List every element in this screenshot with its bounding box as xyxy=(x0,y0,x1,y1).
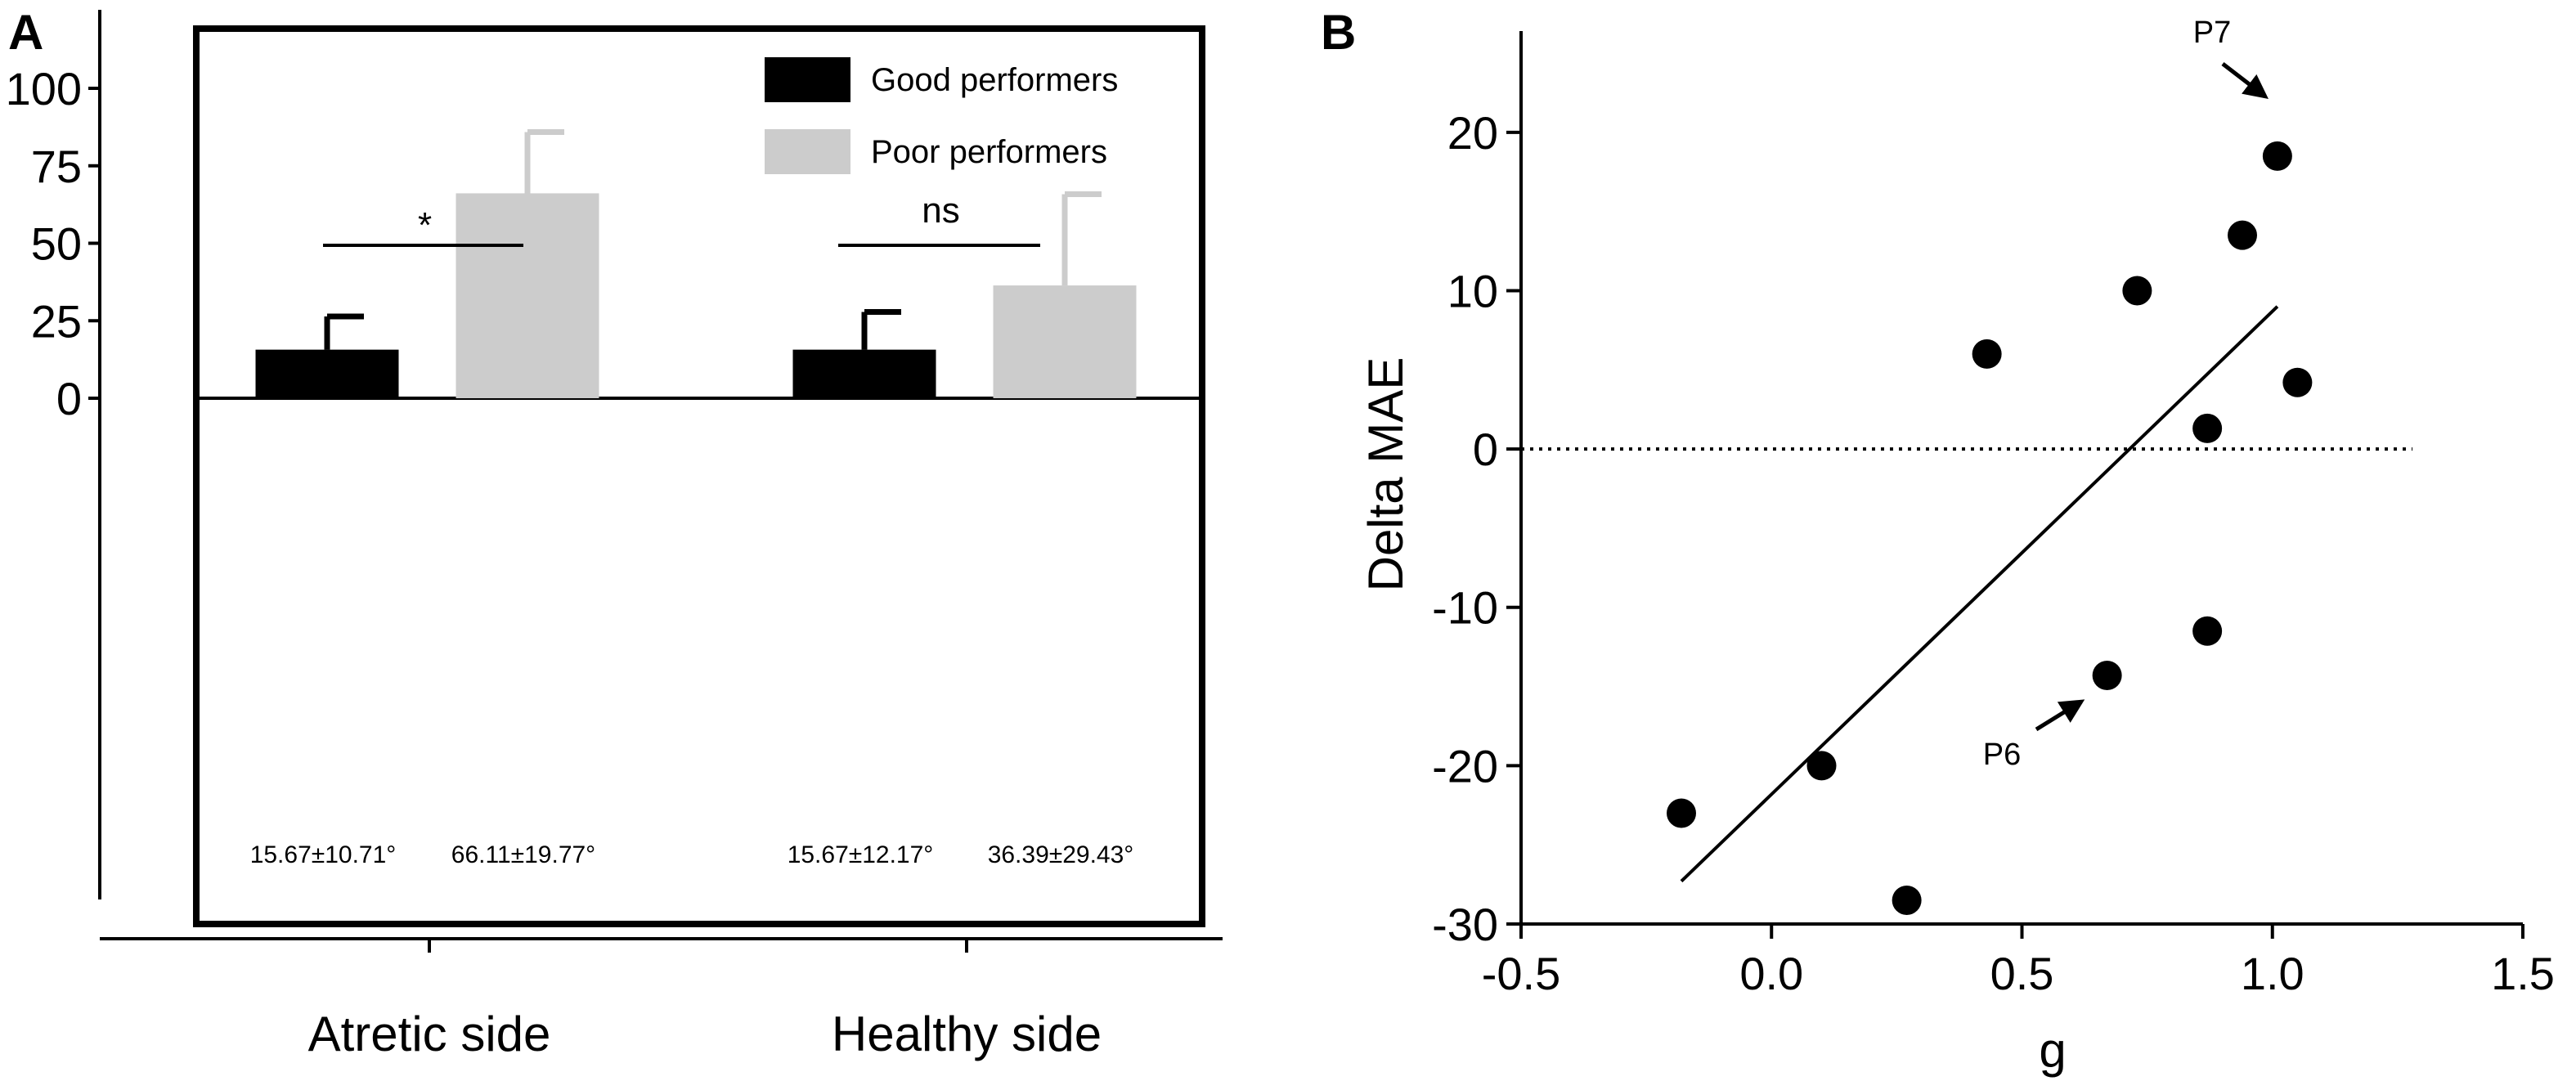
scatter-point xyxy=(1806,751,1837,781)
y-tick-label: 0 xyxy=(56,373,82,424)
category-label: Atretic side xyxy=(308,1007,551,1061)
panel-b: B -30 -20 -10 0 10 20 -0.5 0.0 0.5 1.0 1.5 g Delta M… xyxy=(1321,5,2555,1078)
bar-value-label: 66.11±19.77° xyxy=(451,841,595,868)
y-axis-title: Delta MAE xyxy=(1358,357,1413,592)
scatter-point xyxy=(2192,616,2223,646)
scatter-point xyxy=(2122,276,2152,306)
y-tick-label: -10 xyxy=(1432,582,1498,634)
y-tick-label: -30 xyxy=(1432,899,1498,950)
legend-label: Poor performers xyxy=(871,134,1107,170)
x-axis-title: g xyxy=(2039,1023,2066,1078)
bar xyxy=(993,285,1137,398)
y-tick-label: 25 xyxy=(31,295,82,347)
x-tick-label: 1.0 xyxy=(2241,948,2304,999)
y-tick-label: 10 xyxy=(1447,265,1498,316)
scatter-point xyxy=(1972,339,2002,369)
y-tick-label: 20 xyxy=(1447,107,1498,159)
panel-a: A 0 25 50 75 100 Atretic side Healthy side 15… xyxy=(6,5,1223,1061)
panel-b-annotations: P7 P6 xyxy=(1983,16,2269,772)
scatter-point xyxy=(2262,141,2292,171)
x-tick-label: 0.5 xyxy=(1990,948,2054,999)
scatter-point xyxy=(2092,660,2122,690)
bar-value-label: 15.67±10.71° xyxy=(250,841,397,868)
panel-b-points xyxy=(1667,141,2313,915)
panel-a-x-axis: Atretic side Healthy side xyxy=(100,937,1223,1061)
significance-label: * xyxy=(418,205,432,245)
y-tick-label: 75 xyxy=(31,141,82,192)
scatter-point xyxy=(1667,798,1696,828)
scatter-point xyxy=(1892,885,1922,915)
panel-a-legend: Good performers Poor performers xyxy=(765,57,1118,174)
significance-label: ns xyxy=(922,191,959,231)
legend-swatch xyxy=(765,129,850,174)
bar-value-label: 36.39±29.43° xyxy=(988,841,1134,868)
panel-a-y-axis: 0 25 50 75 100 xyxy=(6,10,101,899)
legend-label: Good performers xyxy=(871,62,1118,98)
point-annotation-label: P7 xyxy=(2193,16,2231,50)
annotation-arrow xyxy=(2221,62,2269,100)
legend-swatch xyxy=(765,57,850,102)
y-tick-label: 50 xyxy=(31,218,82,270)
panel-a-significance: * ns xyxy=(323,191,1040,247)
panel-a-letter: A xyxy=(8,5,43,60)
panel-a-frame xyxy=(193,25,1205,927)
x-tick-label: 1.5 xyxy=(2491,948,2555,999)
panel-a-bars: 15.67±10.71° 15.67±12.17° 66.11±19.77° 36.3… xyxy=(250,129,1137,868)
y-tick-label: 0 xyxy=(1473,424,1498,475)
x-tick-label: 0.0 xyxy=(1739,948,1803,999)
bar xyxy=(255,349,399,398)
panel-b-axes: -30 -20 -10 0 10 20 -0.5 0.0 0.5 1.0 1.5 g Delta MAE xyxy=(1358,31,2555,1078)
panel-b-regression-line xyxy=(1680,305,2279,883)
scatter-point xyxy=(2192,413,2223,443)
point-annotation-label: P6 xyxy=(1983,738,2021,772)
category-label: Healthy side xyxy=(832,1007,1102,1061)
bar xyxy=(792,349,936,398)
scatter-point xyxy=(2282,367,2313,397)
y-tick-label: 100 xyxy=(6,63,82,114)
x-tick-label: -0.5 xyxy=(1482,948,1561,999)
panel-b-letter: B xyxy=(1321,5,1356,60)
y-tick-label: -20 xyxy=(1432,740,1498,792)
annotation-arrow xyxy=(2035,699,2085,732)
bar xyxy=(456,193,599,398)
bar-value-label: 15.67±12.17° xyxy=(788,841,934,868)
scatter-point xyxy=(2228,220,2257,250)
